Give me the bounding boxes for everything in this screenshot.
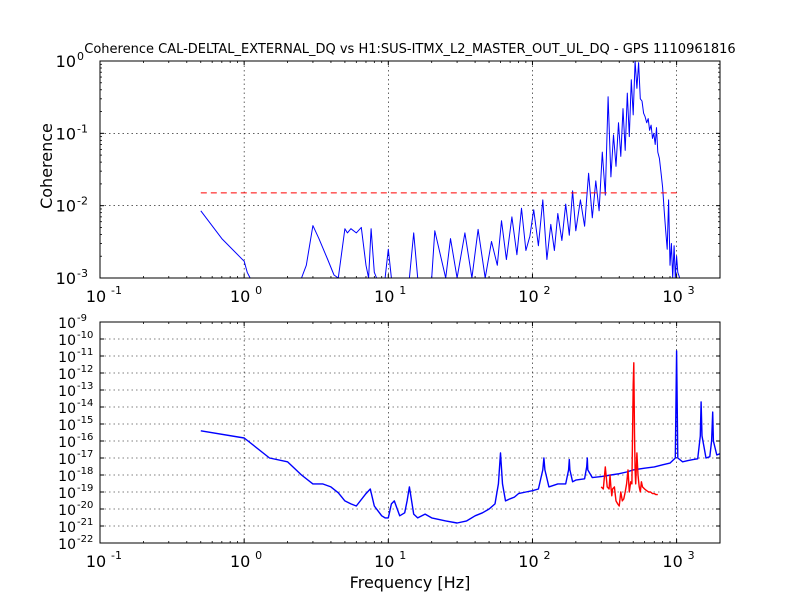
bottom-x-tick-label: 10 bbox=[86, 552, 106, 571]
top-y-tick-label: 10 bbox=[56, 124, 76, 143]
top-x-tick-label-exponent: 0 bbox=[255, 284, 262, 297]
bottom-y-tick-label-exponent: -9 bbox=[77, 313, 87, 324]
bottom-y-tick-label-exponent: -20 bbox=[77, 500, 93, 511]
top-x-tick-label-exponent: -1 bbox=[111, 284, 122, 297]
top-plot-frame bbox=[99, 60, 721, 279]
top-x-tick-label-exponent: 3 bbox=[688, 284, 695, 297]
top-x-tick-label: 10 bbox=[86, 287, 106, 306]
top-y-axis-label: Coherence bbox=[37, 123, 56, 209]
bottom-x-tick-label-exponent: -1 bbox=[111, 549, 122, 562]
bottom-y-tick-label-exponent: -15 bbox=[77, 415, 93, 426]
top-x-tick-label-exponent: 2 bbox=[543, 284, 550, 297]
top-x-tick-label: 10 bbox=[374, 287, 394, 306]
bottom-x-tick-label: 10 bbox=[230, 552, 250, 571]
bottom-plot-frame bbox=[99, 321, 721, 544]
top-y-tick-label-exponent: -3 bbox=[77, 267, 88, 280]
bottom-y-tick-label-exponent: -13 bbox=[77, 381, 93, 392]
bottom-y-tick-label: 10 bbox=[58, 537, 76, 553]
top-x-tick-label-exponent: 1 bbox=[399, 284, 406, 297]
bottom-series-1-line bbox=[600, 362, 658, 507]
top-y-tick-label: 10 bbox=[56, 269, 76, 288]
bottom-y-tick-label-exponent: -21 bbox=[77, 517, 93, 528]
bottom-y-tick-label: 10 bbox=[58, 350, 76, 366]
top-y-tick-label-exponent: -1 bbox=[77, 122, 88, 135]
top-x-tick-label: 10 bbox=[662, 287, 682, 306]
bottom-x-tick-label-exponent: 1 bbox=[399, 549, 406, 562]
bottom-y-tick-label: 10 bbox=[58, 520, 76, 536]
bottom-y-tick-label: 10 bbox=[58, 401, 76, 417]
top-x-tick-label: 10 bbox=[518, 287, 538, 306]
bottom-y-tick-label: 10 bbox=[58, 367, 76, 383]
bottom-y-tick-label-exponent: -18 bbox=[77, 466, 93, 477]
bottom-y-tick-label-exponent: -17 bbox=[77, 449, 93, 460]
bottom-y-tick-label: 10 bbox=[58, 435, 76, 451]
bottom-y-tick-label-exponent: -14 bbox=[77, 398, 93, 409]
bottom-x-tick-label-exponent: 0 bbox=[255, 549, 262, 562]
top-coherence-plot: 10 -1 10 0 10 1 10 2 10 310 -310 -210 -110 0 bbox=[56, 50, 721, 306]
bottom-y-tick-label: 10 bbox=[58, 486, 76, 502]
bottom-y-tick-label: 10 bbox=[58, 316, 76, 332]
bottom-y-tick-label: 10 bbox=[58, 469, 76, 485]
chart-title: Coherence CAL-DELTAL_EXTERNAL_DQ vs H1:S… bbox=[84, 42, 735, 57]
bottom-y-tick-label-exponent: -16 bbox=[77, 432, 93, 443]
bottom-y-tick-label: 10 bbox=[58, 333, 76, 349]
bottom-y-tick-label-exponent: -10 bbox=[77, 330, 93, 341]
bottom-x-axis-label: Frequency [Hz] bbox=[350, 573, 471, 592]
bottom-y-tick-label-exponent: -12 bbox=[77, 364, 93, 375]
bottom-y-tick-label-exponent: -22 bbox=[77, 534, 93, 545]
bottom-y-tick-label-exponent: -11 bbox=[77, 347, 93, 358]
top-y-tick-label: 10 bbox=[56, 52, 76, 71]
top-y-tick-label-exponent: 0 bbox=[77, 50, 84, 63]
bottom-series-0-line bbox=[200, 350, 720, 524]
bottom-x-tick-label-exponent: 3 bbox=[688, 549, 695, 562]
bottom-x-tick-label-exponent: 2 bbox=[543, 549, 550, 562]
bottom-y-tick-label: 10 bbox=[58, 418, 76, 434]
top-x-tick-label: 10 bbox=[230, 287, 250, 306]
bottom-x-tick-label: 10 bbox=[374, 552, 394, 571]
bottom-y-tick-label: 10 bbox=[58, 384, 76, 400]
bottom-x-tick-label: 10 bbox=[662, 552, 682, 571]
bottom-x-tick-label: 10 bbox=[518, 552, 538, 571]
top-series-0-line bbox=[200, 61, 681, 278]
bottom-y-tick-label: 10 bbox=[58, 503, 76, 519]
bottom-y-tick-label: 10 bbox=[58, 452, 76, 468]
bottom-y-tick-label-exponent: -19 bbox=[77, 483, 93, 494]
top-y-tick-label-exponent: -2 bbox=[77, 195, 88, 208]
top-y-tick-label: 10 bbox=[56, 197, 76, 216]
